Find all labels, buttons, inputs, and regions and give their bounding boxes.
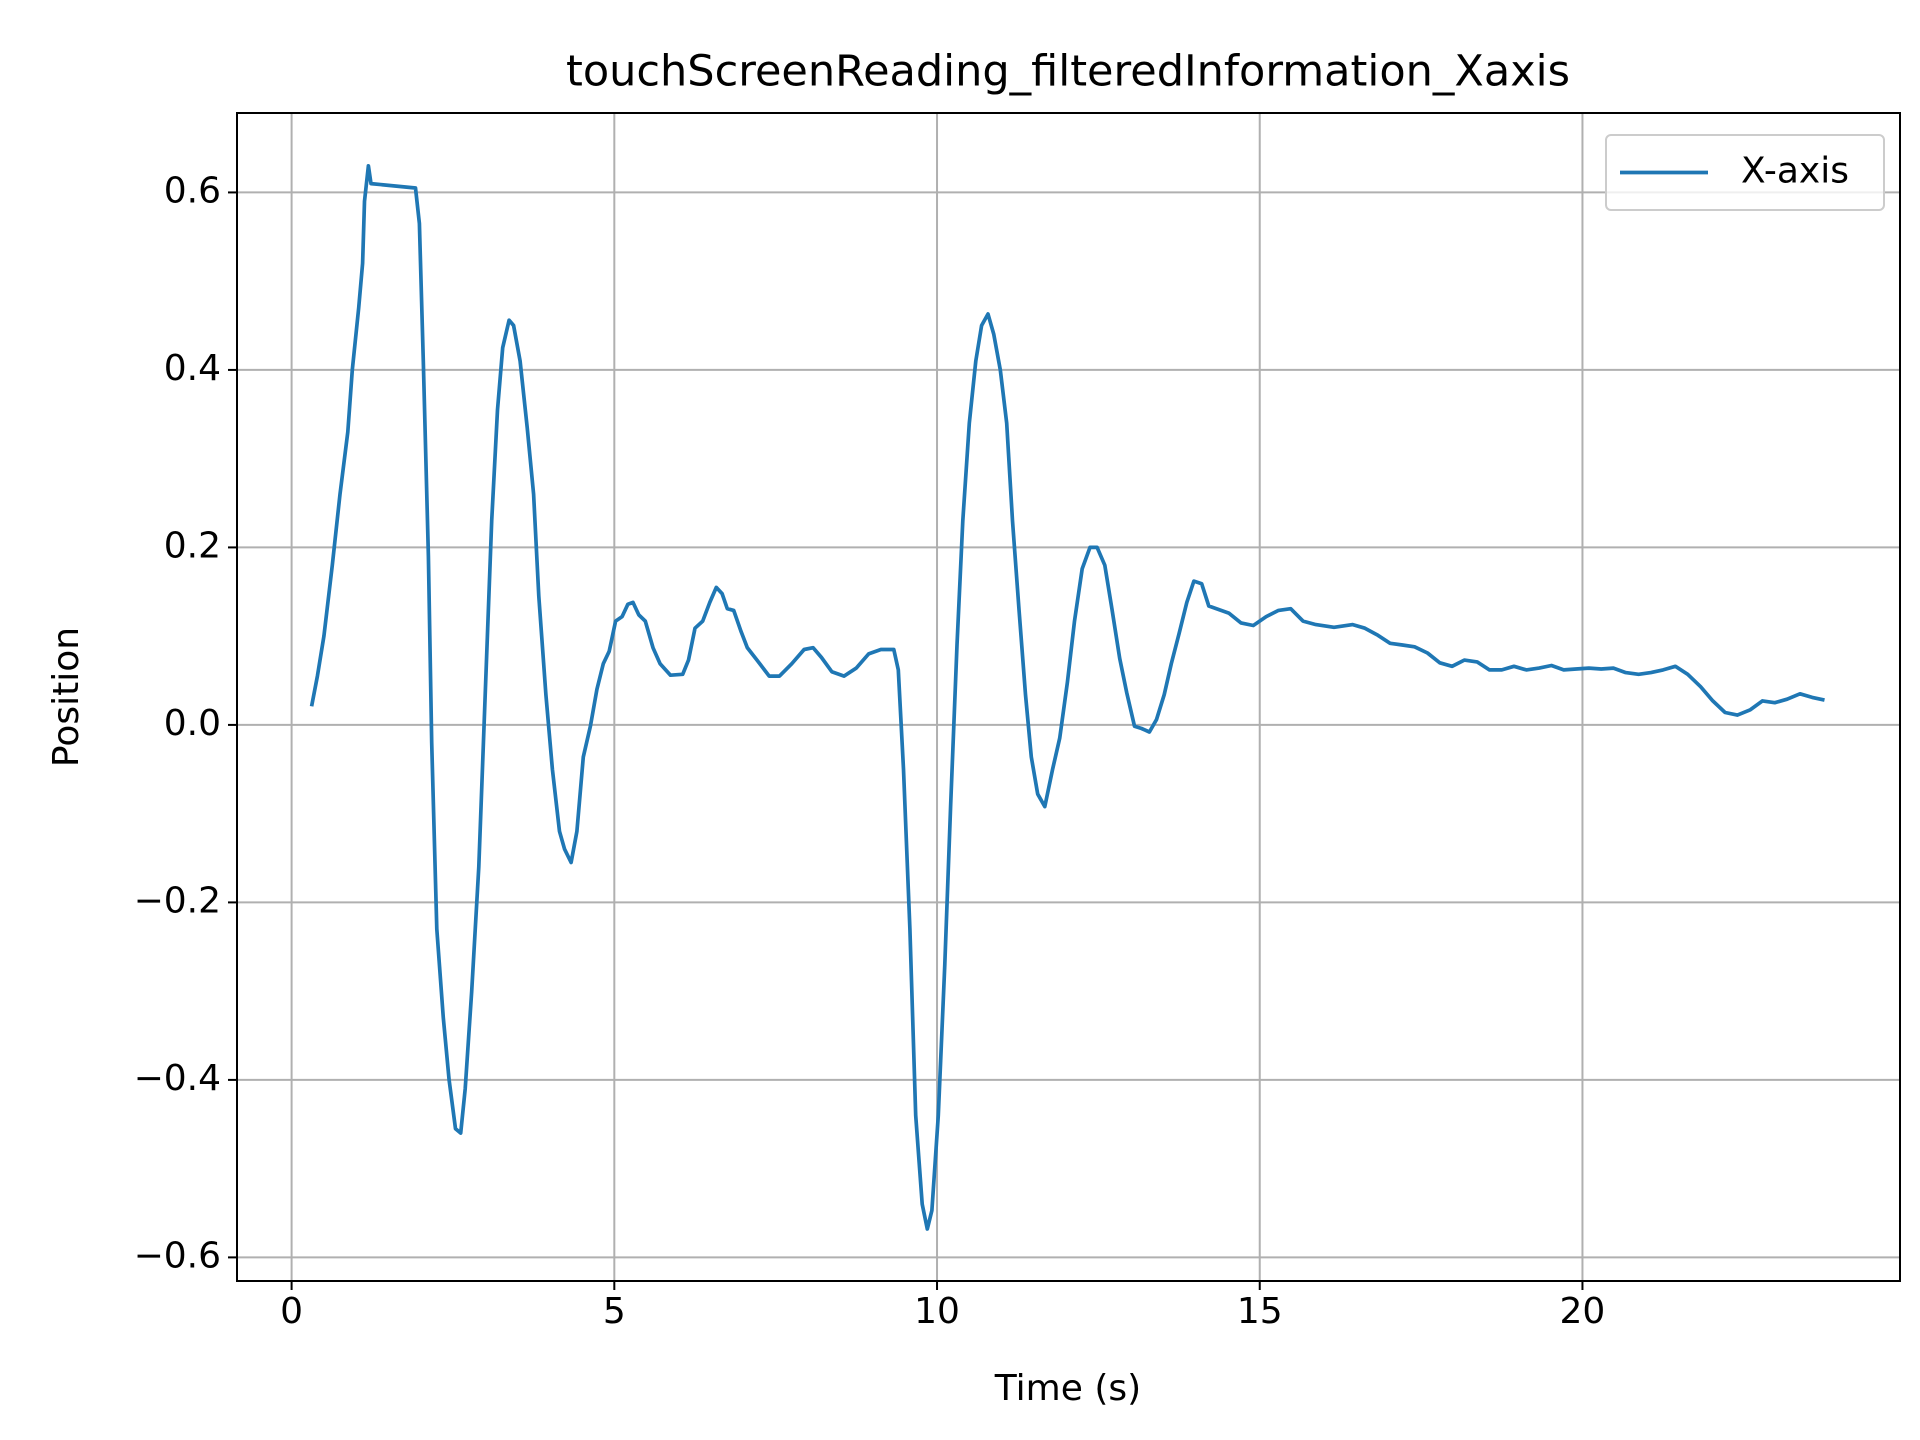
y-tick-label: −0.6	[134, 1235, 221, 1276]
y-tick-label: 0.4	[164, 348, 221, 389]
legend-box	[1605, 134, 1885, 211]
y-tick-label: −0.2	[134, 880, 221, 921]
legend-label: X-axis	[1741, 151, 1849, 192]
y-tick-label: 0.0	[164, 703, 221, 744]
x-tick-label: 20	[1560, 1291, 1606, 1332]
x-tick-label: 10	[914, 1291, 960, 1332]
y-tick-label: 0.2	[164, 525, 221, 566]
x-tick-label: 5	[603, 1291, 626, 1332]
x-axis-label: Time (s)	[994, 1368, 1141, 1409]
data-line	[309, 163, 1825, 1231]
chart-title: touchScreenReading_filteredInformation_X…	[566, 47, 1570, 97]
plot-frame	[236, 112, 1901, 1282]
y-axis-label: Position	[46, 627, 87, 767]
x-tick-label: 0	[280, 1291, 303, 1332]
y-tick-label: 0.6	[164, 170, 221, 211]
y-tick-label: −0.4	[134, 1058, 221, 1099]
x-tick-label: 15	[1237, 1291, 1283, 1332]
